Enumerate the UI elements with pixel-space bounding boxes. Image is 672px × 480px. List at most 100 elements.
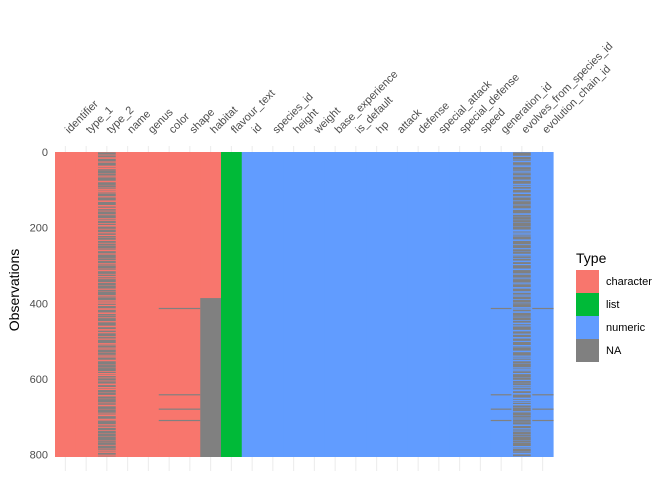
x-tick-label: hp	[374, 119, 391, 136]
na-segment	[513, 352, 531, 356]
na-segment	[513, 240, 531, 245]
na-segment	[513, 431, 531, 432]
na-segment	[513, 317, 531, 321]
y-tick-label: 200	[30, 223, 48, 235]
column-id	[241, 152, 264, 457]
y-axis: 0 200 400 600 800	[30, 147, 48, 462]
na-segment	[98, 243, 116, 246]
na-segment	[98, 361, 116, 365]
na-segment	[513, 415, 531, 418]
na-segment	[513, 405, 531, 406]
tile-special_defense	[449, 152, 471, 457]
na-segment	[98, 248, 116, 250]
na-segment	[513, 368, 531, 370]
na-segment	[513, 304, 531, 308]
na-segment	[98, 170, 116, 174]
heatmap-tiles	[55, 152, 554, 457]
na-segment	[98, 315, 116, 318]
column-special_defense	[449, 152, 471, 457]
na-segment	[158, 408, 181, 410]
na-segment	[532, 307, 554, 310]
na-segment	[98, 427, 116, 431]
legend-swatch-character	[576, 270, 599, 293]
na-segment	[98, 268, 116, 270]
column-genus	[138, 152, 160, 457]
na-segment	[98, 258, 116, 261]
tile-base_experience	[324, 152, 347, 457]
na-segment	[98, 297, 116, 300]
y-tick-label: 0	[42, 147, 48, 159]
na-segment	[98, 220, 116, 224]
na-segment	[513, 324, 531, 326]
na-segment	[513, 434, 531, 437]
na-segment	[513, 418, 531, 420]
tile-weight	[304, 152, 326, 457]
na-segment	[98, 440, 116, 442]
column-attack	[387, 152, 409, 457]
na-segment	[158, 307, 181, 310]
column-type_2	[96, 152, 118, 457]
na-segment	[513, 326, 531, 330]
na-segment	[513, 152, 531, 156]
na-segment	[513, 232, 531, 233]
na-segment	[98, 219, 116, 221]
na-segment	[513, 194, 531, 197]
na-segment	[513, 371, 531, 373]
column-evolution_chain_id	[532, 152, 554, 457]
na-segment	[513, 162, 531, 165]
na-segment	[98, 162, 116, 166]
tile-evolution_chain_id	[532, 152, 554, 457]
na-segment	[98, 445, 116, 449]
y-tick-label: 800	[30, 450, 48, 462]
column-base_experience	[324, 152, 347, 457]
na-segment	[513, 447, 531, 449]
column-species_id	[262, 152, 284, 457]
tile-name	[117, 152, 139, 457]
na-segment	[98, 406, 116, 409]
column-hp	[366, 152, 388, 457]
tile-flavour_text	[221, 152, 243, 457]
na-segment	[98, 236, 116, 238]
na-segment	[513, 176, 531, 180]
na-segment	[98, 436, 116, 441]
na-segment	[98, 274, 116, 277]
na-segment	[98, 455, 116, 457]
na-segment	[98, 368, 116, 372]
na-segment	[98, 339, 116, 344]
na-segment	[98, 169, 116, 170]
tile-identifier	[55, 152, 77, 457]
na-segment	[98, 295, 116, 297]
na-segment	[513, 277, 531, 279]
tile-height	[283, 152, 305, 457]
na-segment	[98, 177, 116, 181]
legend-label: character	[606, 276, 652, 288]
na-segment	[513, 184, 531, 186]
na-segment	[513, 189, 531, 193]
na-segment	[513, 425, 531, 429]
na-segment	[98, 424, 116, 426]
na-segment	[513, 356, 531, 358]
na-segment	[98, 190, 116, 192]
na-segment	[98, 282, 116, 286]
na-segment	[513, 346, 531, 347]
na-segment	[200, 298, 222, 457]
na-segment	[98, 452, 116, 454]
na-segment	[513, 170, 531, 171]
na-segment	[513, 452, 531, 453]
na-segment	[98, 285, 116, 289]
na-segment	[513, 432, 531, 435]
na-segment	[513, 165, 531, 167]
na-segment	[98, 229, 116, 233]
na-segment	[98, 306, 116, 309]
column-evolves_from_species_id	[511, 152, 533, 457]
column-speed	[470, 152, 492, 457]
na-segment	[490, 307, 513, 310]
na-segment	[98, 245, 116, 249]
na-segment	[98, 185, 116, 188]
na-segment	[513, 358, 531, 360]
na-segment	[98, 192, 116, 194]
na-segment	[98, 374, 116, 375]
na-segment	[98, 349, 116, 353]
na-segment	[98, 425, 116, 427]
